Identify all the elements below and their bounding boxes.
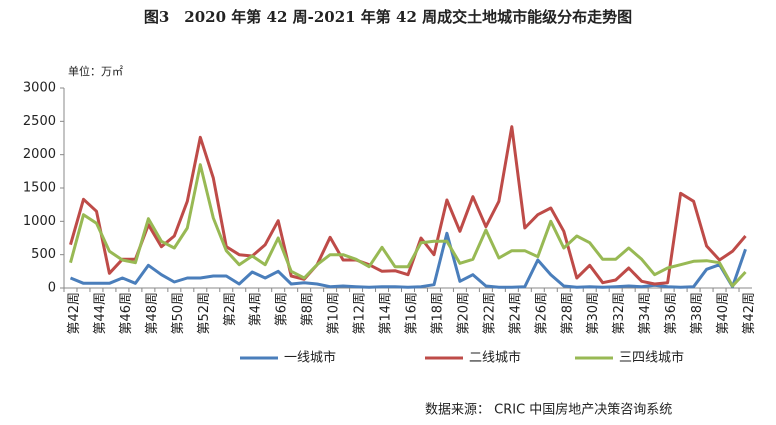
x-tick-label: 第24周 [508, 292, 523, 335]
y-tick-label: 0 [48, 281, 56, 296]
x-tick-label: 第20周 [456, 292, 471, 335]
y-tick-label: 1000 [23, 214, 56, 229]
x-tick-label: 第52周 [197, 292, 212, 335]
y-tick-label: 2000 [23, 147, 56, 162]
y-tick-label: 3000 [23, 81, 56, 96]
x-tick-label: 第10周 [327, 292, 342, 335]
series-line [69, 163, 747, 288]
x-tick-label: 第50周 [171, 292, 186, 335]
legend-label: 二线城市 [469, 350, 521, 366]
x-tick-label: 第30周 [586, 292, 601, 335]
x-tick-label: 第38周 [690, 292, 705, 335]
x-tick-label: 第26周 [534, 292, 549, 335]
chart-title: 图3 2020 年第 42 周-2021 年第 42 周成交土地城市能级分布走势… [144, 8, 632, 26]
x-tick-label: 第2周 [223, 292, 238, 326]
x-tick-label: 第40周 [716, 292, 731, 335]
x-tick-label: 第42周 [742, 292, 757, 335]
x-tick-label: 第18周 [430, 292, 445, 335]
x-tick-label: 第12周 [353, 292, 368, 335]
x-tick-label: 第42周 [67, 292, 82, 335]
x-tick-label: 第22周 [482, 292, 497, 335]
x-tick-label: 第32周 [612, 292, 627, 335]
x-tick-label: 第6周 [275, 292, 290, 326]
source-note: 数据来源： CRIC 中国房地产决策咨询系统 [425, 402, 672, 418]
y-tick-label: 1500 [23, 181, 56, 196]
x-tick-label: 第8周 [301, 292, 316, 326]
x-tick-label: 第48周 [145, 292, 160, 335]
series-line [69, 231, 747, 289]
x-tick-label: 第4周 [249, 292, 264, 326]
x-tick-label: 第44周 [93, 292, 108, 335]
x-tick-label: 第34周 [638, 292, 653, 335]
x-tick-label: 第28周 [560, 292, 575, 335]
x-tick-label: 第36周 [664, 292, 679, 335]
legend-label: 一线城市 [284, 350, 336, 366]
y-tick-label: 500 [31, 247, 56, 262]
x-tick-label: 第46周 [119, 292, 134, 335]
x-tick-label: 第16周 [405, 292, 420, 335]
x-tick-label: 第14周 [379, 292, 394, 335]
legend-label: 三四线城市 [619, 350, 684, 366]
y-tick-label: 2500 [23, 114, 56, 129]
series-line [69, 125, 747, 286]
unit-label: 单位：万㎡ [68, 64, 123, 78]
